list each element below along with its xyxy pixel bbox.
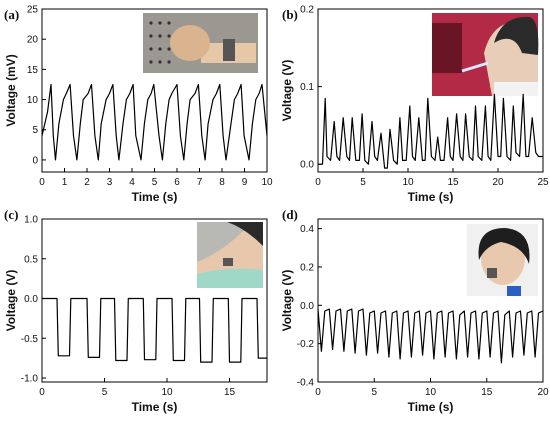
photo-person-cheek-sensor	[467, 224, 538, 296]
y-tick-label: 0.0	[300, 301, 314, 312]
photo-fist-wrist-sensor	[143, 13, 258, 73]
y-tick-label: 25	[27, 5, 39, 16]
chart-panel-0: 0 1 2 3 4 5 6 7 8 9 10 0 5 10 15 20 25 Time (s) Voltage (m…	[4, 5, 273, 205]
y-tick-label: 15	[27, 65, 39, 76]
x-tick-label: 7	[197, 177, 203, 188]
x-tick-label: 1	[62, 177, 68, 188]
x-axis-label: Time (s)	[132, 400, 178, 414]
x-tick-label: 10	[261, 177, 273, 188]
series-line-0	[42, 297, 267, 363]
y-tick-label: 0.0	[24, 294, 38, 305]
y-axis-label: Voltage (V)	[280, 60, 294, 122]
x-tick-label: 10	[161, 387, 173, 398]
x-tick-label: 10	[425, 387, 437, 398]
x-axis-label: Time (s)	[132, 190, 178, 204]
y-tick-label: 0.2	[300, 262, 314, 273]
x-tick-label: 10	[402, 177, 414, 188]
y-tick-label: -0.2	[297, 339, 315, 350]
series-line-0	[317, 308, 544, 364]
x-tick-label: 4	[129, 177, 135, 188]
y-axis-label: Voltage (V)	[4, 270, 18, 332]
y-tick-label: 20	[27, 35, 39, 46]
y-tick-label: 0.5	[24, 254, 38, 265]
x-tick-label: 5	[360, 177, 366, 188]
chart-panel-1: 0 5 10 15 20 25 0.0 0.1 0.2 Time (s) Voltage (V) (b…	[280, 5, 549, 205]
x-tick-label: 0	[39, 387, 45, 398]
x-tick-label: 0	[315, 177, 321, 188]
y-tick-label: 0.2	[300, 5, 314, 16]
y-axis-label: Voltage (mV)	[4, 54, 18, 126]
y-tick-label: 0	[32, 155, 38, 166]
y-tick-label: 0.0	[300, 160, 314, 171]
photo-person-neck-sensor	[197, 222, 263, 288]
series-line-0	[318, 93, 543, 169]
y-tick-label: 10	[27, 95, 39, 106]
plot-frame	[317, 8, 544, 173]
y-tick-label: -0.4	[297, 378, 315, 389]
series-line-0	[41, 83, 268, 161]
panel-label: (c)	[4, 207, 18, 222]
y-tick-label: -1.0	[21, 374, 39, 385]
y-tick-label: 0.4	[300, 224, 314, 235]
chart-panel-3: 0 5 10 15 20 -0.4 -0.2 0.0 0.2 0.4 Time (s) Voltage…	[280, 207, 549, 414]
x-axis-label: Time (s)	[408, 400, 454, 414]
panel-label: (b)	[282, 7, 298, 22]
x-tick-label: 25	[537, 177, 549, 188]
x-tick-label: 6	[174, 177, 180, 188]
x-axis-label: Time (s)	[408, 190, 454, 204]
x-tick-label: 15	[224, 387, 236, 398]
y-axis-label: Voltage (V)	[280, 270, 294, 332]
x-tick-label: 5	[102, 387, 108, 398]
chart-panel-2: 0 5 10 15 -1.0 -0.5 0.0 0.5 1.0 Time (s) Voltage (…	[4, 207, 268, 414]
y-tick-label: 5	[32, 125, 38, 136]
y-tick-label: 0.1	[300, 82, 314, 93]
x-tick-label: 20	[537, 387, 549, 398]
panel-label: (a)	[4, 7, 19, 22]
x-tick-label: 15	[481, 387, 493, 398]
x-tick-label: 20	[492, 177, 504, 188]
x-tick-label: 8	[219, 177, 225, 188]
panel-label: (d)	[282, 207, 298, 222]
y-tick-label: -0.5	[21, 334, 39, 345]
x-tick-label: 0	[315, 387, 321, 398]
x-tick-label: 0	[39, 177, 45, 188]
x-tick-label: 2	[84, 177, 90, 188]
x-tick-label: 3	[107, 177, 113, 188]
y-tick-label: 1.0	[24, 215, 38, 226]
photo-person-breathing-sensor	[432, 13, 539, 96]
x-tick-label: 15	[447, 177, 459, 188]
x-tick-label: 9	[242, 177, 248, 188]
x-tick-label: 5	[371, 387, 377, 398]
x-tick-label: 5	[152, 177, 158, 188]
plot-frame	[41, 218, 268, 383]
